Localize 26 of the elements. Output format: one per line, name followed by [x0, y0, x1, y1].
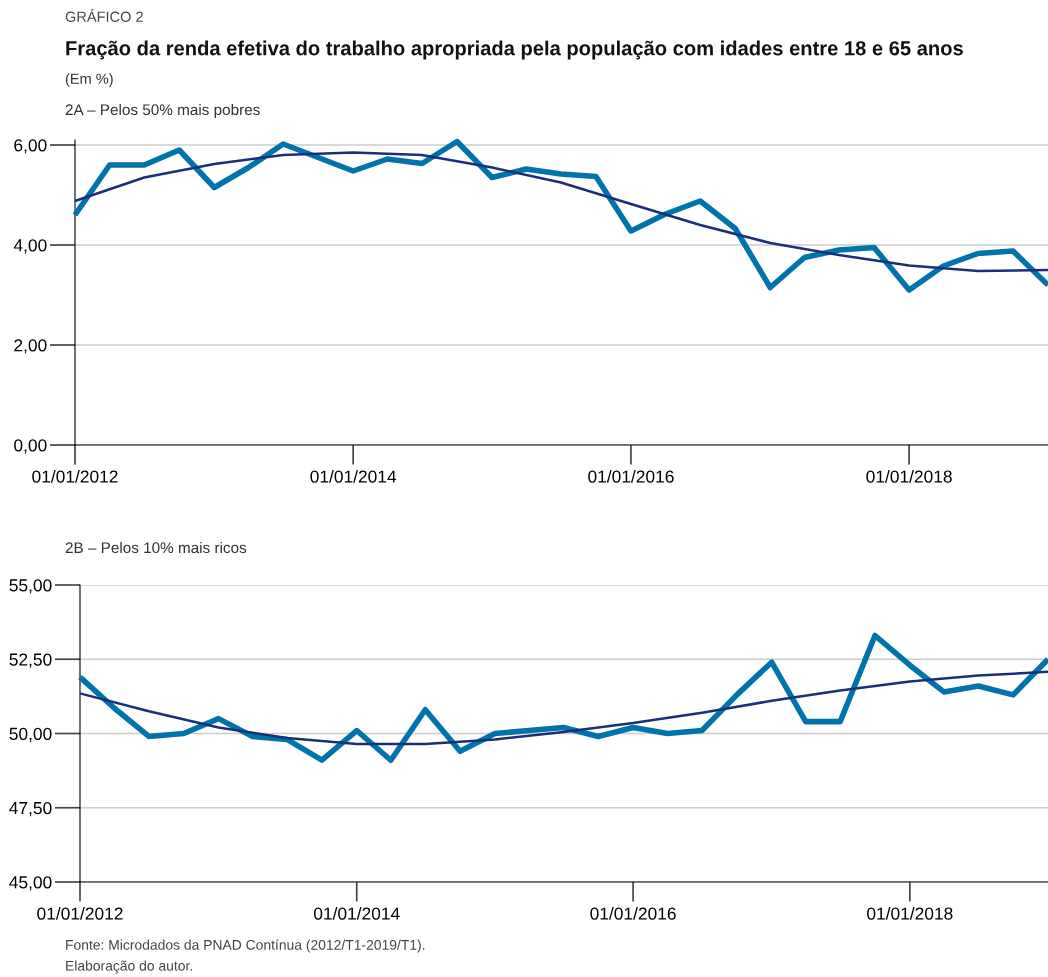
- source-note: Fonte: Microdados da PNAD Contínua (2012/T1-2019/T1).: [66, 939, 425, 953]
- y-tick-label: 0,00: [14, 439, 47, 454]
- y-tick-label: 50,00: [9, 727, 52, 743]
- x-tick-label: 01/01/2018: [867, 907, 953, 920]
- x-tick-label: 01/01/2014: [310, 470, 397, 483]
- text: GRÁFICO 2: [65, 9, 143, 22]
- y-tick-label: 47,50: [9, 801, 52, 817]
- x-tick-label: 01/01/2016: [590, 907, 676, 920]
- x-tick-label: 01/01/2012: [32, 470, 118, 483]
- y-tick-label: 45,00: [9, 876, 52, 891]
- y-tick-label: 4,00: [13, 239, 47, 254]
- x-tick-label: 01/01/2016: [588, 470, 674, 483]
- y-tick-label: 52,50: [9, 653, 52, 668]
- text: Elaboração do autor.: [66, 960, 192, 974]
- chart-title: 2B – Pelos 10% mais ricos: [65, 541, 247, 554]
- x-tick-label: 01/01/2018: [866, 470, 952, 483]
- y-tick-label: 55,00: [9, 579, 52, 594]
- y-tick-label: 6,00: [14, 139, 47, 154]
- x-tick-label: 01/01/2014: [313, 907, 400, 920]
- chart-subtitle: (Em %): [65, 73, 113, 87]
- line-series: [78, 670, 1048, 746]
- line-series: [73, 151, 1048, 273]
- chart-title: Fração da renda efetiva do trabalho apropriada pela população com idades entre 18 e 65 anos: [66, 40, 963, 60]
- y-tick-label: 2,00: [14, 339, 47, 354]
- x-tick-label: 01/01/2012: [37, 907, 123, 920]
- text: 2A – Pelos 50% mais pobres: [65, 103, 260, 119]
